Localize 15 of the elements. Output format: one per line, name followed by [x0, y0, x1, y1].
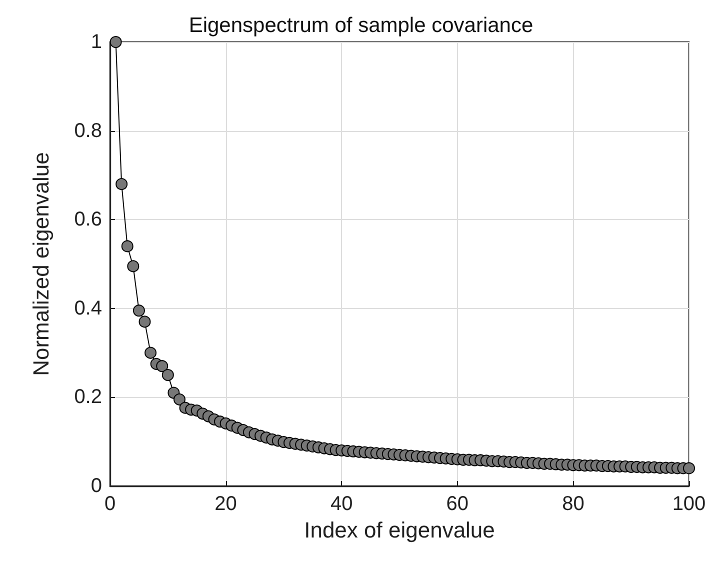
y-tick-label: 1: [90, 31, 102, 53]
y-tick-label: 0.8: [74, 120, 102, 142]
x-tick-label: 40: [330, 493, 353, 515]
x-tick-label: 0: [104, 493, 116, 515]
y-tick-label: 0.4: [74, 297, 102, 320]
y-axis-title: Normalized eigenvalue: [28, 152, 54, 376]
x-tick-label: 100: [672, 493, 706, 515]
y-tick-label: 0.2: [74, 386, 102, 408]
x-tick-label: 20: [214, 493, 237, 515]
y-tick-label: 0.6: [74, 208, 102, 231]
x-axis-title: Index of eigenvalue: [304, 517, 495, 542]
y-tick-label: 0: [90, 475, 102, 497]
chart-title: Eigenspectrum of sample covariance: [188, 14, 534, 37]
x-tick-label: 80: [562, 493, 584, 515]
x-tick-label: 60: [446, 493, 469, 515]
